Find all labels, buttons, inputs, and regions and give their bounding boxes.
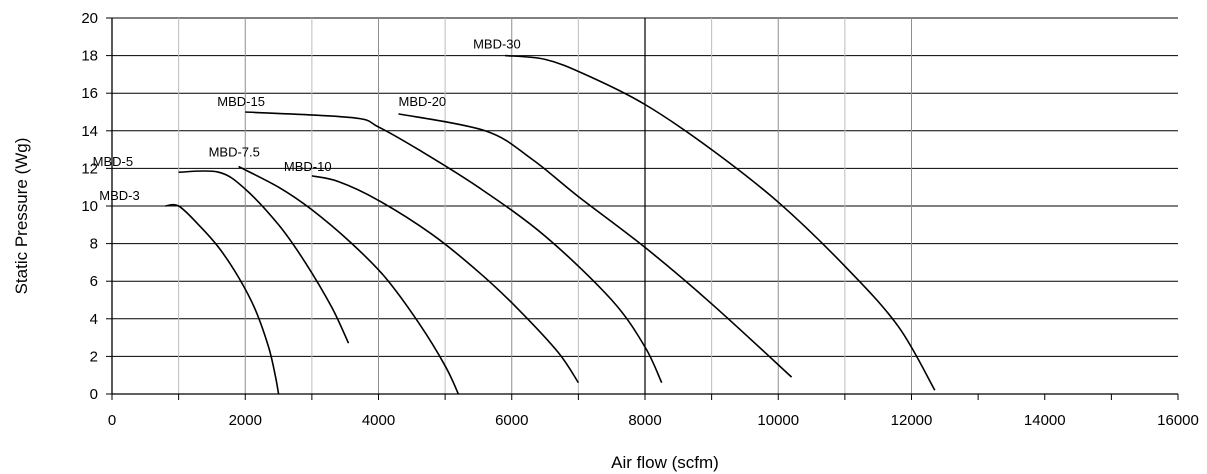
series-line-mbd-30 [505, 54, 936, 391]
series-label-mbd-30: MBD-30 [473, 37, 521, 52]
y-tick-label: 6 [90, 273, 98, 290]
series-label-mbd-3: MBD-3 [99, 188, 139, 203]
y-tick-label: 18 [81, 48, 98, 65]
x-tick-label: 16000 [1157, 412, 1199, 429]
x-axis-title: Air flow (scfm) [611, 453, 719, 472]
x-tick-label: 6000 [495, 412, 528, 429]
series-label-mbd-5: MBD-5 [93, 154, 133, 169]
x-tick-label: 10000 [757, 412, 799, 429]
series-label-mbd-20: MBD-20 [398, 94, 446, 109]
series-line-mbd-5 [178, 170, 350, 344]
y-axis-title: Static Pressure (Wg) [12, 138, 31, 295]
y-tick-label: 10 [81, 198, 98, 215]
y-tick-label: 8 [90, 236, 98, 253]
y-tick-label: 0 [90, 386, 98, 403]
y-tick-label: 20 [81, 10, 98, 27]
y-tick-label: 14 [81, 123, 98, 140]
series-line-mbd-3 [165, 203, 280, 395]
x-tick-label: 4000 [362, 412, 395, 429]
x-tick-label: 2000 [229, 412, 262, 429]
tick-labels: 0 2 4 6 8 10 12 14 16 18 20 0 2000 4000 6000 8000 10000 1… [81, 10, 1199, 429]
x-tick-label: 12000 [891, 412, 933, 429]
y-tick-label: 16 [81, 85, 98, 102]
chart-grid [112, 17, 1178, 394]
series-line-mbd-7.5 [238, 165, 460, 395]
series-label-mbd-7.5: MBD-7.5 [209, 145, 260, 160]
series-labels: MBD-3 MBD-5 MBD-7.5 MBD-10 MBD-15 MBD-20 MBD-3… [93, 37, 521, 203]
y-tick-label: 4 [90, 311, 98, 328]
series-line-mbd-15 [245, 111, 663, 384]
series-label-mbd-15: MBD-15 [217, 94, 265, 109]
x-tick-label: 8000 [628, 412, 661, 429]
series-lines [165, 54, 936, 395]
chart-axes [106, 17, 1179, 400]
x-tick-label: 14000 [1024, 412, 1066, 429]
series-label-mbd-10: MBD-10 [284, 159, 332, 174]
y-tick-label: 2 [90, 348, 98, 365]
x-tick-label: 0 [108, 412, 116, 429]
y-tick-label: 12 [81, 160, 98, 177]
series-line-mbd-20 [398, 113, 793, 378]
series-line-mbd-10 [311, 175, 580, 384]
